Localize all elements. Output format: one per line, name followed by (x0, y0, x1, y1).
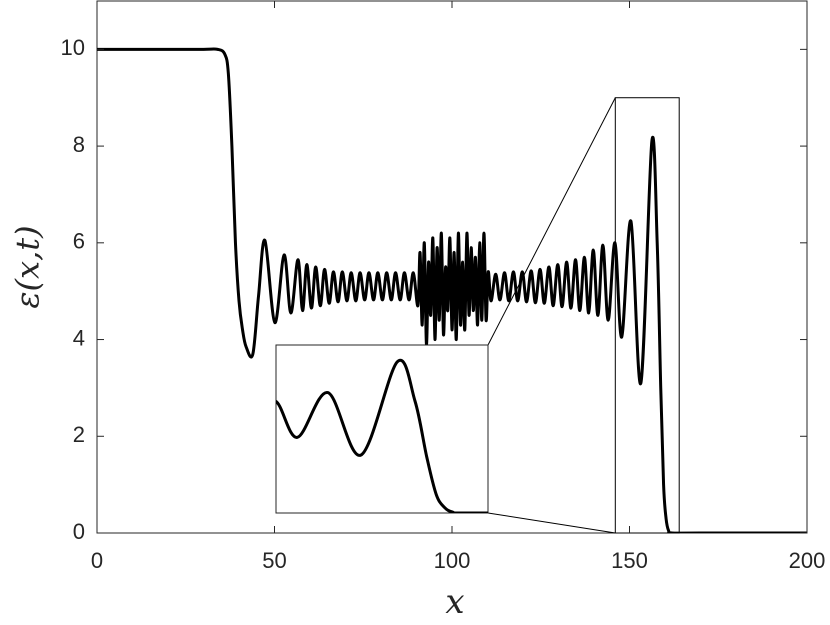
x-tick-label: 0 (91, 548, 103, 573)
y-axis-label: ε(x,t) (9, 225, 47, 308)
x-tick-label: 50 (262, 548, 286, 573)
y-tick-label: 8 (73, 132, 85, 157)
inset-area (275, 344, 489, 514)
zoom-connector (487, 512, 616, 534)
y-tick-label: 10 (61, 35, 85, 60)
line (97, 47, 807, 533)
zoom-box (614, 97, 680, 534)
x-tick-label: 200 (789, 548, 826, 573)
y-tick-label: 6 (73, 229, 85, 254)
x-tick-label: 100 (434, 548, 471, 573)
main-plot (97, 47, 807, 533)
inset (275, 97, 680, 534)
y-tick-label: 0 (73, 519, 85, 544)
x-axis-label: x (445, 582, 464, 620)
x-tick-label: 150 (611, 548, 648, 573)
zoom-connector (487, 97, 616, 346)
y-tick-label: 4 (73, 325, 85, 350)
y-tick-label: 2 (73, 422, 85, 447)
